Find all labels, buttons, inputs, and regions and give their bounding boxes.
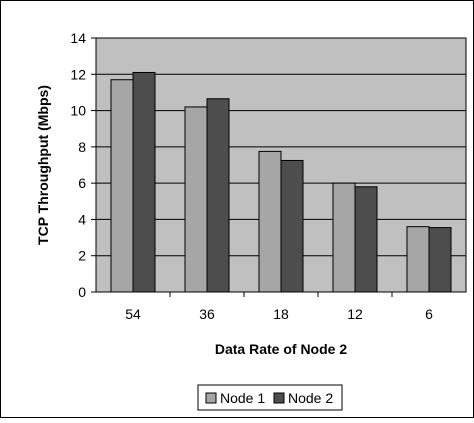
axes xyxy=(91,37,466,297)
legend-box xyxy=(197,384,343,411)
bar-node-2-6 xyxy=(428,227,452,293)
y-tick-label: 6 xyxy=(78,175,86,191)
x-tick-label: 54 xyxy=(125,306,141,322)
bar-node-2-18 xyxy=(280,159,304,293)
x-tick-label: 6 xyxy=(425,306,433,322)
y-tick-label: 12 xyxy=(70,66,86,82)
tick-labels: 0 2 4 6 8 10 12 14 54 36 18 12 6 xyxy=(70,30,433,322)
bar-node-1-6 xyxy=(406,226,430,293)
bar-node-2-12 xyxy=(354,186,378,293)
y-tick-label: 0 xyxy=(78,284,86,300)
legend-swatch-node-2 xyxy=(273,392,285,404)
y-tick-label: 4 xyxy=(78,211,86,227)
legend-swatch-node-1 xyxy=(205,392,217,404)
x-axis-title: Data Rate of Node 2 xyxy=(215,341,347,357)
y-tick-label: 8 xyxy=(78,139,86,155)
y-tick-label: 14 xyxy=(70,30,86,46)
bar-node-2-36 xyxy=(206,98,230,293)
bar-node-1-54 xyxy=(110,79,134,293)
x-tick-label: 18 xyxy=(273,306,289,322)
legend-label-node-1: Node 1 xyxy=(220,390,265,406)
y-tick-label: 10 xyxy=(70,103,86,119)
bar-node-1-36 xyxy=(184,106,208,293)
y-axis-title: TCP Throughput (Mbps) xyxy=(35,85,51,245)
bars xyxy=(110,71,452,293)
legend: Node 1 Node 2 xyxy=(197,384,343,411)
y-tick-label: 2 xyxy=(78,248,86,264)
bar-node-2-54 xyxy=(132,71,156,293)
legend-label-node-2: Node 2 xyxy=(288,390,333,406)
bar-node-1-18 xyxy=(258,150,282,293)
x-tick-label: 12 xyxy=(347,306,363,322)
bar-node-1-12 xyxy=(332,182,356,293)
x-tick-label: 36 xyxy=(199,306,215,322)
